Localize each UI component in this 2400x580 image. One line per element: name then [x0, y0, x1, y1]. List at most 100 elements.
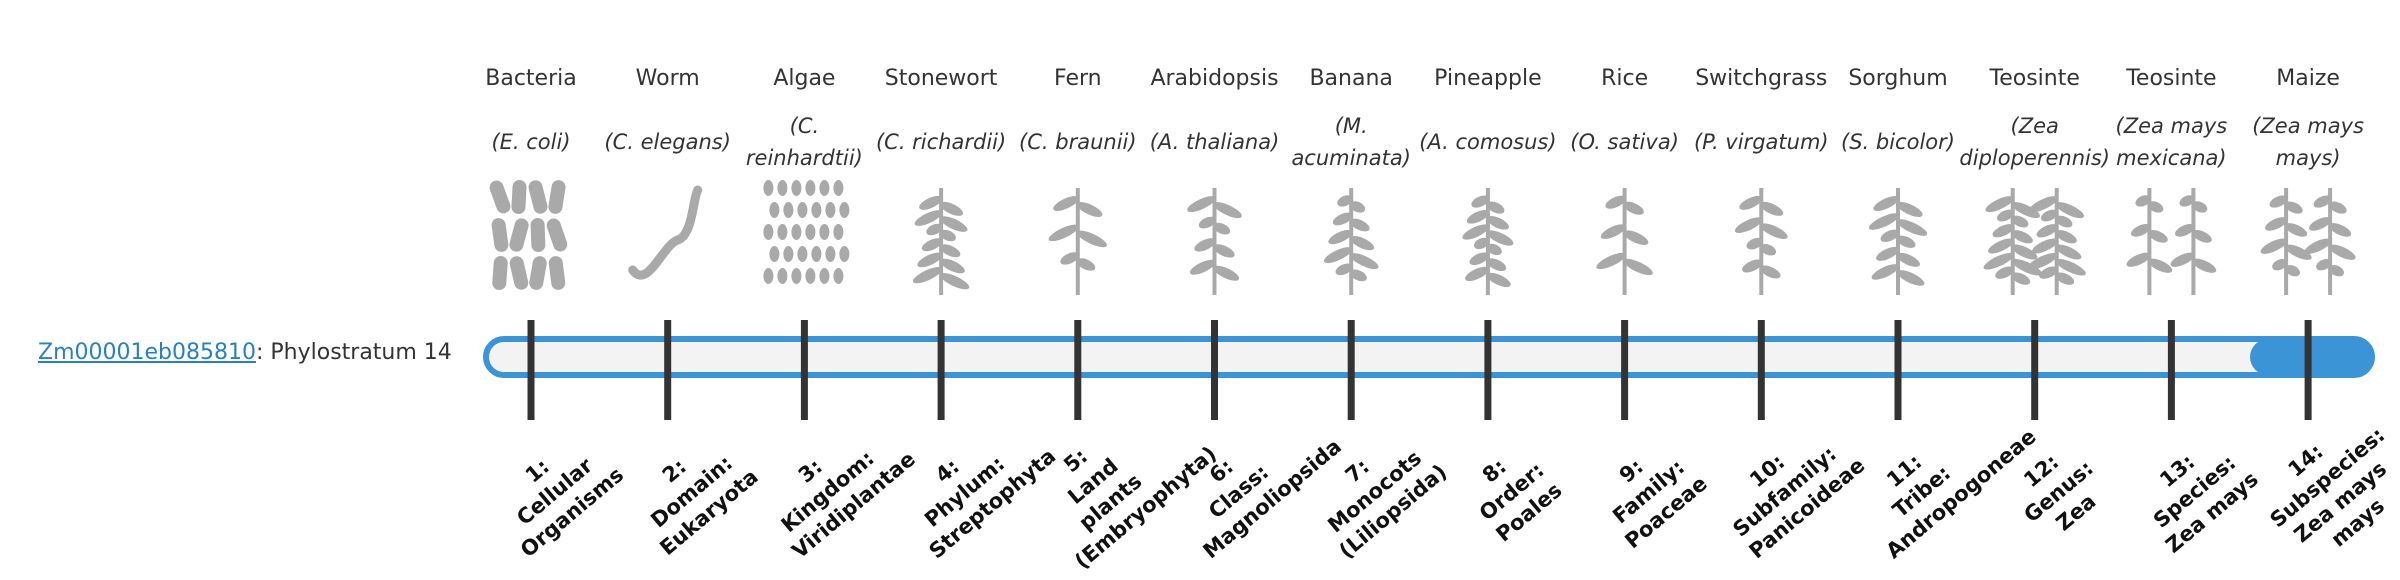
icon-shape	[1896, 252, 1920, 267]
icon-shape	[769, 246, 780, 262]
icon-shape	[2011, 244, 2038, 260]
icon-shape	[2055, 258, 2086, 276]
icon-shape	[2284, 265, 2300, 277]
icon-shape	[940, 258, 965, 274]
icon-shape	[1760, 243, 1777, 256]
icon-shape	[1486, 230, 1514, 246]
icon-shape	[2011, 202, 2041, 219]
icon-shape	[2285, 244, 2312, 260]
icon-shape	[839, 246, 850, 262]
icon-shape	[2192, 258, 2217, 273]
icon-shape	[1983, 252, 2014, 270]
icon-shape	[1871, 264, 1900, 280]
icon-shape	[1997, 209, 2014, 222]
organism-species: (P. virgatum)	[1693, 130, 1829, 154]
icon-shape	[1734, 217, 1763, 233]
icon-shape	[2041, 209, 2058, 222]
icon-shape	[530, 218, 546, 252]
icon-shape	[833, 268, 844, 284]
icon-shape	[2313, 195, 2332, 208]
icon-shape	[509, 218, 529, 252]
icon-shape	[940, 216, 968, 232]
organism-name: Arabidopsis	[1150, 66, 1279, 91]
icon-shape	[1337, 195, 1353, 207]
icon-shape	[1060, 252, 1079, 265]
icon-shape	[939, 229, 956, 242]
icon-shape	[1739, 195, 1763, 210]
icon-shape	[797, 202, 808, 218]
icon-shape	[763, 224, 774, 240]
icon-shape	[1880, 229, 1900, 242]
organism-name: Bacteria	[485, 66, 577, 91]
organism-name: Worm	[635, 66, 700, 91]
icon-shape	[769, 202, 780, 218]
organism-species: (Zea diploperennis)	[1959, 114, 2110, 170]
icon-shape	[1873, 196, 1900, 211]
icon-shape	[1469, 252, 1490, 266]
icon-shape	[2011, 258, 2042, 276]
icon-shape	[1323, 247, 1353, 264]
organism-name: Fern	[1054, 66, 1102, 91]
gene-link[interactable]: Zm00001eb085810	[38, 340, 256, 365]
icon-shape	[912, 267, 943, 284]
icon-shape	[2192, 201, 2208, 213]
icon-shape	[2055, 230, 2077, 244]
organism-species: (A. comosus)	[1419, 130, 1557, 154]
organism-species: (S. bicolor)	[1841, 130, 1955, 154]
icon-shape	[2055, 244, 2082, 260]
icon-shape	[1076, 202, 1103, 217]
icon-shape	[2148, 230, 2168, 243]
organism-name: Pineapple	[1434, 66, 1542, 91]
icon-shape	[548, 256, 566, 290]
icon-shape	[1474, 237, 1490, 250]
icon-shape	[819, 224, 830, 240]
gene-info: Zm00001eb085810: Phylostratum 14	[38, 340, 452, 365]
icon-shape	[1198, 216, 1216, 229]
icon-shape	[1213, 265, 1240, 281]
organism-name: Banana	[1309, 66, 1393, 91]
icon-shape	[548, 180, 566, 214]
icon-shape	[2328, 201, 2347, 214]
icon-shape	[2284, 201, 2303, 214]
icon-shape	[763, 268, 774, 284]
icon-shape	[1350, 253, 1379, 270]
icon-shape	[791, 268, 802, 284]
icon-shape	[529, 256, 547, 290]
icon-shape	[2316, 259, 2332, 271]
icon-shape	[2148, 258, 2173, 273]
icon-shape	[1760, 265, 1781, 279]
icon-shape	[2260, 238, 2288, 254]
organism-species: (C. elegans)	[604, 130, 731, 154]
icon-shape	[2011, 230, 2033, 244]
icon-shape	[2011, 272, 2031, 285]
icon-shape	[2170, 252, 2195, 267]
icon-shape	[2304, 238, 2332, 254]
organism-name: Teosinte	[1989, 66, 2080, 91]
icon-shape	[1605, 195, 1626, 209]
icon-shape	[833, 180, 844, 196]
icon-shape	[1187, 196, 1216, 213]
icon-shape	[919, 195, 943, 210]
icon-shape	[1213, 202, 1242, 219]
icon-shape	[1213, 222, 1231, 235]
icon-shape	[2309, 217, 2332, 231]
icon-shape	[2269, 195, 2288, 208]
icon-shape	[1992, 224, 2014, 238]
icon-shape	[791, 224, 802, 240]
icon-shape	[2039, 266, 2058, 279]
icon-shape	[1596, 252, 1626, 270]
icon-shape	[1896, 202, 1923, 217]
icon-shape	[833, 224, 844, 240]
timeline-bar	[483, 336, 2375, 378]
icon-shape	[2284, 223, 2308, 237]
icon-shape	[1349, 201, 1366, 213]
icon-shape	[1486, 201, 1505, 214]
icon-shape	[1053, 196, 1079, 211]
icon-shape	[1076, 258, 1096, 271]
icon-shape	[1988, 238, 2014, 254]
icon-shape	[628, 185, 703, 280]
icon-shape	[2272, 259, 2288, 271]
icon-shape	[546, 218, 568, 252]
